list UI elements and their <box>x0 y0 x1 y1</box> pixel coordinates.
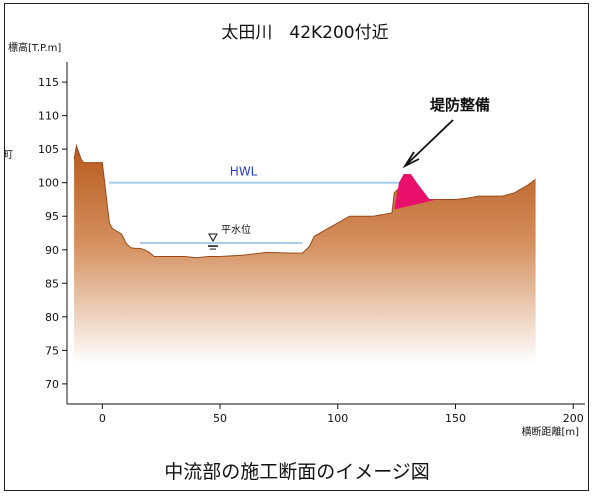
y-tick-label: 75 <box>45 344 59 357</box>
y-tick-label: 105 <box>38 143 59 156</box>
y-axis-ticks: 70 75 80 85 90 95 100 105 110 115 <box>38 76 67 391</box>
x-tick-label: 0 <box>99 412 106 425</box>
ground-profile-area <box>74 145 536 364</box>
y-tick-label: 95 <box>45 210 59 223</box>
x-axis-title: 横断距離[m] <box>521 425 579 438</box>
y-tick-label: 100 <box>38 177 59 190</box>
levee-callout-arrow <box>402 119 454 169</box>
cross-section-chart: 太田川 42K200付近 標高[T.P.m] 町 70 75 80 85 90 95 100… <box>5 23 585 483</box>
normal-water-level-label: 平水位 <box>221 223 251 236</box>
levee-fill <box>394 174 437 210</box>
x-tick-label: 100 <box>327 412 348 425</box>
figure-caption: 中流部の施工断面のイメージ図 <box>164 461 430 483</box>
y-axis-title: 標高[T.P.m] <box>8 41 61 54</box>
hwl-label: HWL <box>230 165 258 179</box>
chart-title: 太田川 42K200付近 <box>221 23 388 43</box>
ground-layer <box>73 143 536 364</box>
y-tick-label: 110 <box>38 110 59 123</box>
water-level-triangle-icon <box>207 233 218 250</box>
y-tick-label: 90 <box>45 244 59 257</box>
water-lines <box>109 181 404 245</box>
levee-layer <box>394 174 437 210</box>
figure-frame: 太田川 42K200付近 標高[T.P.m] 町 70 75 80 85 90 95 100… <box>4 3 589 491</box>
x-tick-label: 150 <box>445 412 466 425</box>
levee-callout-label: 堤防整備 <box>430 96 490 114</box>
y-tick-label: 80 <box>45 311 59 324</box>
y-tick-label: 85 <box>45 277 59 290</box>
side-fragment-text: 町 <box>5 150 13 161</box>
x-tick-label: 50 <box>213 412 227 425</box>
x-tick-label: 200 <box>563 412 584 425</box>
x-axis-ticks: 0 50 100 150 200 <box>99 404 584 425</box>
y-tick-label: 70 <box>45 378 59 391</box>
y-tick-label: 115 <box>38 76 59 89</box>
